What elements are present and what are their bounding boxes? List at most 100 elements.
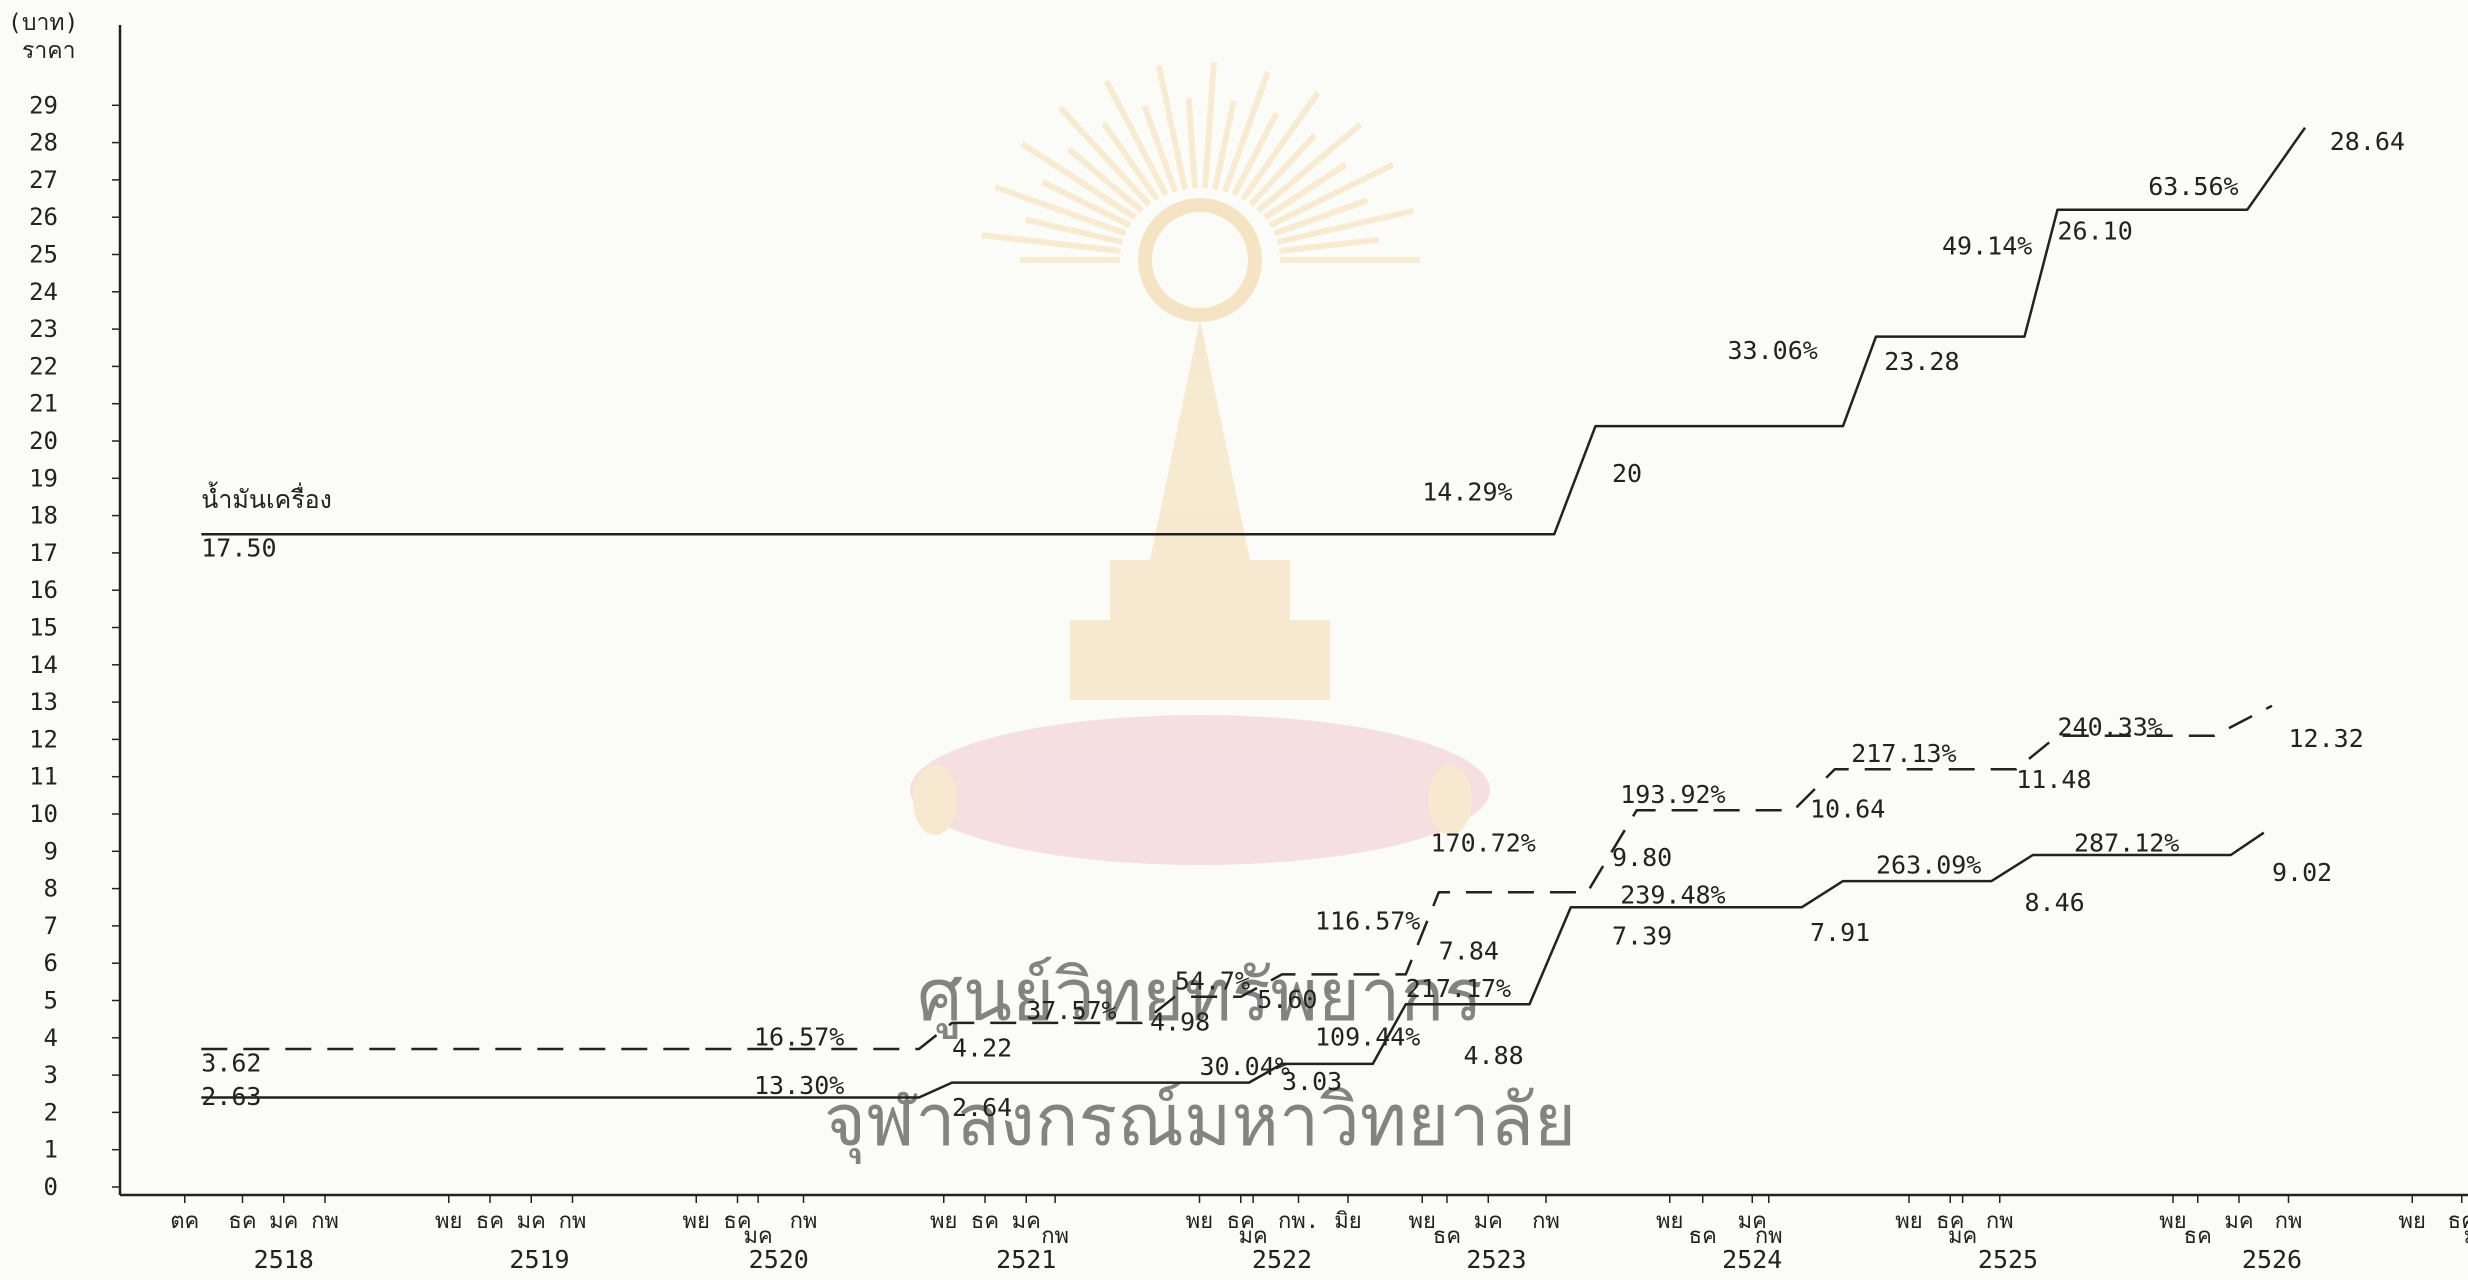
x-month-label: ธค: [2448, 1209, 2468, 1234]
x-month-label: พย: [1409, 1209, 1436, 1234]
data-label: 263.09%: [1876, 851, 1981, 880]
inline-legend-label: น้ำมันเครื่อง: [201, 481, 332, 514]
y-tick-label: 15: [29, 614, 58, 642]
x-month-label: ธค: [1433, 1224, 1461, 1249]
y-tick-label: 27: [29, 166, 58, 194]
y-axis-label-title: ราคา: [22, 38, 76, 64]
x-year-label: 2525: [1978, 1245, 2038, 1274]
data-label: 3.03: [1282, 1067, 1342, 1096]
x-month-label: พย: [435, 1209, 462, 1234]
x-month-label: กพ: [311, 1209, 339, 1234]
data-label: 193.92%: [1620, 780, 1725, 809]
y-tick-label: 18: [29, 502, 58, 530]
data-label: 287.12%: [2074, 828, 2179, 857]
x-year-labels: 2518251925202521252225232524252525262527: [254, 1245, 2302, 1274]
series-line-3: [201, 831, 2265, 1099]
x-month-label: กพ: [1755, 1224, 1783, 1249]
y-tick-label: 12: [29, 725, 58, 753]
data-label: 11.48: [2016, 765, 2091, 794]
data-label: 240.33%: [2058, 713, 2163, 742]
data-label: 16.57%: [754, 1022, 844, 1051]
y-tick-label: 2: [44, 1098, 58, 1126]
x-month-label: มค: [1474, 1209, 1503, 1234]
data-label: 5.60: [1257, 985, 1317, 1014]
y-tick-label: 10: [29, 800, 58, 828]
y-tick-label: 8: [44, 875, 58, 903]
data-label: 30.04%: [1200, 1052, 1290, 1081]
x-month-label: พย: [930, 1209, 957, 1234]
data-label: 7.91: [1810, 918, 1870, 947]
series-line-1: [201, 126, 2307, 536]
x-month-label: มค: [2224, 1209, 2253, 1234]
x-month-label: ธค: [1936, 1209, 1964, 1234]
data-label: 23.28: [1884, 347, 1959, 376]
y-tick-label: 1: [44, 1136, 58, 1164]
y-tick-label: 7: [44, 912, 58, 940]
data-label: 9.02: [2272, 858, 2332, 887]
data-label: 109.44%: [1315, 1022, 1420, 1051]
x-month-label: กพ: [1041, 1224, 1069, 1249]
y-tick-label: 25: [29, 241, 58, 269]
x-month-label: ธค: [228, 1209, 256, 1234]
x-month-label: ตค: [170, 1209, 199, 1234]
data-label: 12.32: [2289, 724, 2364, 753]
y-ticks: 0123456789101112131415161718192021222324…: [29, 91, 120, 1201]
y-tick-label: 0: [44, 1173, 58, 1201]
y-tick-label: 23: [29, 315, 58, 343]
x-year-label: 2522: [1252, 1245, 1312, 1274]
x-month-label: มค: [1239, 1224, 1268, 1249]
y-tick-label: 11: [29, 763, 58, 791]
y-axis-label-unit: (บาท): [8, 10, 78, 36]
y-tick-label: 24: [29, 278, 58, 306]
data-label: 217.13%: [1851, 739, 1956, 768]
x-month-label: พย: [2159, 1209, 2186, 1234]
university-emblem-icon: [910, 62, 1490, 865]
y-tick-label: 13: [29, 688, 58, 716]
data-label: 26.10: [2058, 217, 2133, 246]
x-month-label: มค: [517, 1209, 546, 1234]
x-year-label: 2520: [749, 1245, 809, 1274]
x-month-label: กพ: [2275, 1209, 2303, 1234]
data-label: 17.50: [201, 534, 276, 563]
y-tick-label: 4: [44, 1024, 58, 1052]
data-label: 9.80: [1612, 843, 1672, 872]
x-month-label: กพ.: [1278, 1209, 1319, 1234]
x-month-label: มค: [1012, 1209, 1041, 1234]
data-label: 13.30%: [754, 1071, 844, 1100]
x-month-label: มค: [1948, 1224, 1977, 1249]
data-label: 8.46: [2025, 888, 2085, 917]
x-year-label: 2521: [996, 1245, 1056, 1274]
y-tick-label: 29: [29, 91, 58, 119]
data-label: 7.39: [1612, 922, 1672, 951]
series-line-2: [201, 704, 2273, 1051]
x-month-label: พย: [1895, 1209, 1922, 1234]
data-label: 28.64: [2330, 127, 2405, 156]
x-month-label: กพ: [1532, 1209, 1560, 1234]
x-year-label: 2523: [1466, 1245, 1526, 1274]
data-label: 49.14%: [1942, 232, 2032, 261]
data-label: 4.22: [952, 1033, 1012, 1062]
data-label: 3.62: [201, 1048, 261, 1077]
y-tick-label: 17: [29, 539, 58, 567]
series-lines: [201, 126, 2307, 1099]
x-month-label: กพ: [559, 1209, 587, 1234]
y-tick-label: 20: [29, 427, 58, 455]
y-tick-label: 14: [29, 651, 58, 679]
data-label: 4.88: [1464, 1041, 1524, 1070]
data-label: 239.48%: [1620, 881, 1725, 910]
x-month-label: มิย: [1334, 1209, 1361, 1234]
x-year-label: 2518: [254, 1245, 314, 1274]
x-month-label: ธค: [971, 1209, 999, 1234]
x-year-label: 2519: [509, 1245, 569, 1274]
x-year-label: 2526: [2242, 1245, 2302, 1274]
x-year-label: 2524: [1722, 1245, 1782, 1274]
x-month-label: พย: [1186, 1209, 1213, 1234]
data-label: 33.06%: [1728, 336, 1818, 365]
x-month-label: ธค: [476, 1209, 504, 1234]
x-month-label: มค: [2464, 1224, 2468, 1249]
data-label: 63.56%: [2148, 172, 2238, 201]
data-label: 2.64: [952, 1093, 1012, 1122]
x-month-label: มค: [269, 1209, 298, 1234]
